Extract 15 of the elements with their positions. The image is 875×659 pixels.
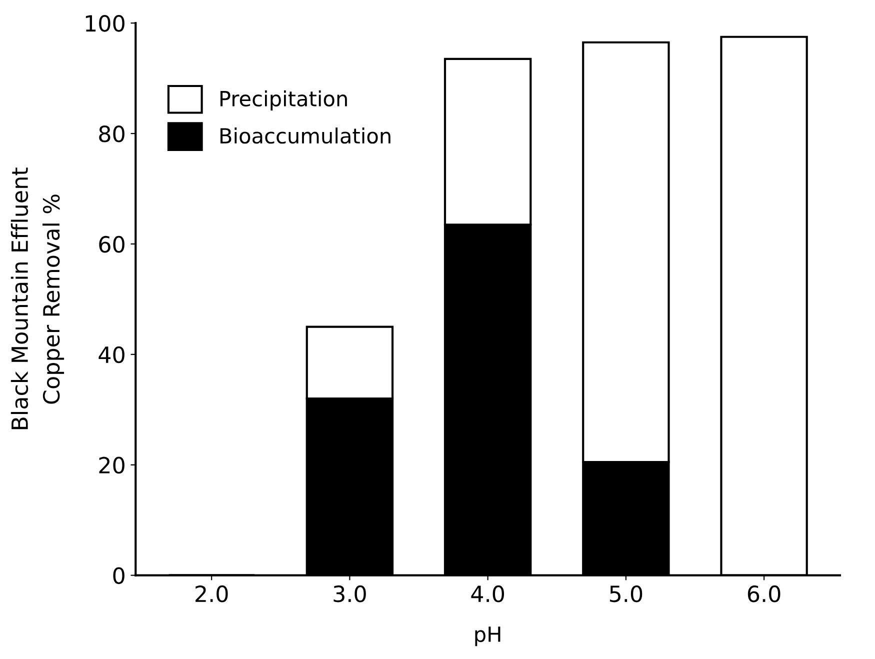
y-tick-label: 20	[99, 456, 124, 474]
x-tick-label: 2.0	[196, 585, 228, 602]
x-tick-label: 6.0	[748, 585, 780, 602]
y-tick-label: 80	[99, 125, 124, 142]
y-tick-label: 40	[98, 346, 124, 364]
x-axis-title: pH	[475, 626, 500, 646]
x-tick-label: 5.0	[610, 585, 642, 602]
y-tick-label: 100	[86, 15, 124, 32]
legend-label: Precipitation	[220, 90, 347, 111]
x-tick-label: 4.0	[471, 585, 504, 602]
legend-label: Bioaccumulation	[220, 128, 390, 144]
y-tick-label: 60	[99, 236, 124, 253]
x-tick-label: 3.0	[334, 585, 366, 602]
y-tick-label: 0	[113, 567, 124, 584]
y-axis-title: Black Mountain Effluent Copper Removal %	[10, 168, 64, 430]
